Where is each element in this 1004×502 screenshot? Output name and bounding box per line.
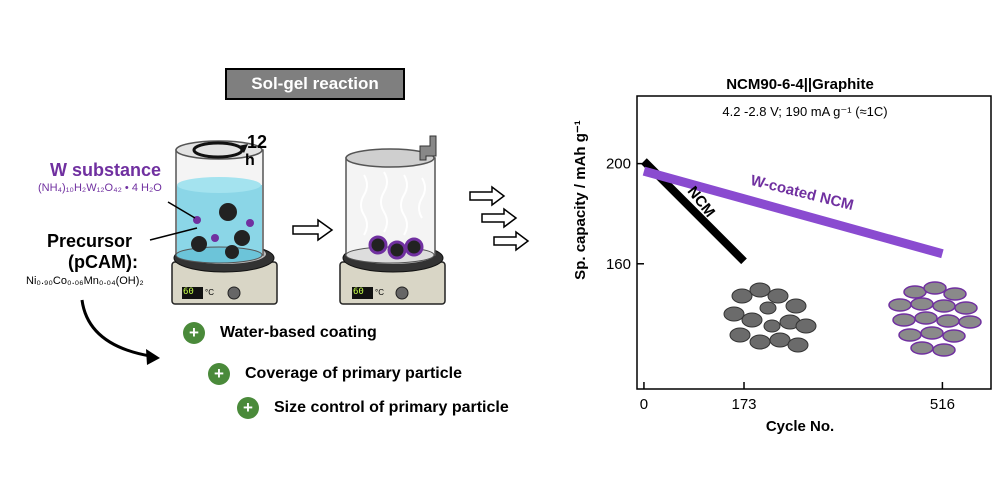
x-tick-label: 0 (640, 396, 648, 413)
x-axis-label: Cycle No. (765, 418, 835, 435)
plus-icon: + (237, 397, 259, 419)
chart-title: NCM90-6-4||Graphite (726, 76, 874, 93)
temperature-readout-1: 60 (183, 287, 194, 297)
benefit-text: Water-based coating (220, 324, 377, 341)
precursor-formula: Ni₀.₉₀Co₀.₀₆Mn₀.₀₄(OH)₂ (26, 275, 144, 287)
reaction-schematic (80, 135, 530, 365)
w-coated-ncm-line (642, 166, 944, 259)
y-tick-label: 200 (606, 156, 631, 173)
temperature-display-1 (182, 287, 203, 299)
plot-frame (636, 95, 992, 390)
coated-particle (404, 237, 424, 257)
y-tick-label: 160 (606, 256, 631, 273)
duration-unit: h (245, 152, 255, 169)
curved-arrow (80, 299, 151, 358)
w-substance-formula: (NH₄)₁₀H₂W₁₂O₄₂ • 4 H₂O (38, 182, 162, 194)
sol-gel-reaction-banner: Sol-gel reaction (225, 68, 405, 100)
arrow-icon (469, 185, 506, 207)
pcam-particle (234, 230, 250, 246)
x-tick-label: 173 (731, 396, 756, 413)
precursor-label: Precursor (47, 231, 133, 251)
benefit-item: + Water-based coating (183, 322, 377, 344)
plus-icon: + (183, 322, 205, 344)
pcam-particle (219, 203, 237, 221)
hot-plate-knob-2 (395, 286, 409, 300)
temperature-unit-1: °C (205, 288, 214, 297)
duration-number: 12 (247, 132, 268, 152)
beaker-2 (345, 148, 436, 264)
plus-icon: + (208, 363, 230, 385)
curved-arrow-head-icon (146, 349, 160, 365)
beaker-1 (175, 140, 264, 264)
temperature-unit-2: °C (375, 288, 384, 297)
x-tick-label: 516 (930, 396, 955, 413)
w-ion (246, 219, 254, 227)
pcam-particle (191, 236, 207, 252)
benefit-text: Coverage of primary particle (245, 365, 462, 382)
ncm-particle-icon (723, 282, 817, 353)
pcam-label: (pCAM): (68, 252, 138, 272)
process-arrow-icon (292, 218, 334, 242)
temperature-display-2 (352, 287, 373, 299)
benefit-text: Size control of primary particle (274, 399, 509, 416)
exhaust-pipe-icon (419, 135, 437, 161)
w-pointer-line (167, 201, 196, 219)
pcam-particle (225, 245, 239, 259)
arrow-icon (481, 207, 518, 229)
w-ion (211, 234, 219, 242)
arrow-icon (493, 230, 530, 252)
benefit-item: + Size control of primary particle (237, 397, 509, 419)
hot-plate-knob-1 (227, 286, 241, 300)
temperature-readout-2: 60 (353, 287, 364, 297)
benefit-item: + Coverage of primary particle (208, 363, 462, 385)
w-coated-ncm-particle-icon (888, 281, 982, 357)
w-substance-label: W substance (50, 160, 162, 180)
coated-particle (368, 235, 388, 255)
precursor-pointer-line (149, 227, 198, 241)
rotation-arrow-icon (192, 141, 248, 159)
chart-conditions: 4.2 -2.8 V; 190 mA g⁻¹ (≈1C) (722, 104, 888, 119)
